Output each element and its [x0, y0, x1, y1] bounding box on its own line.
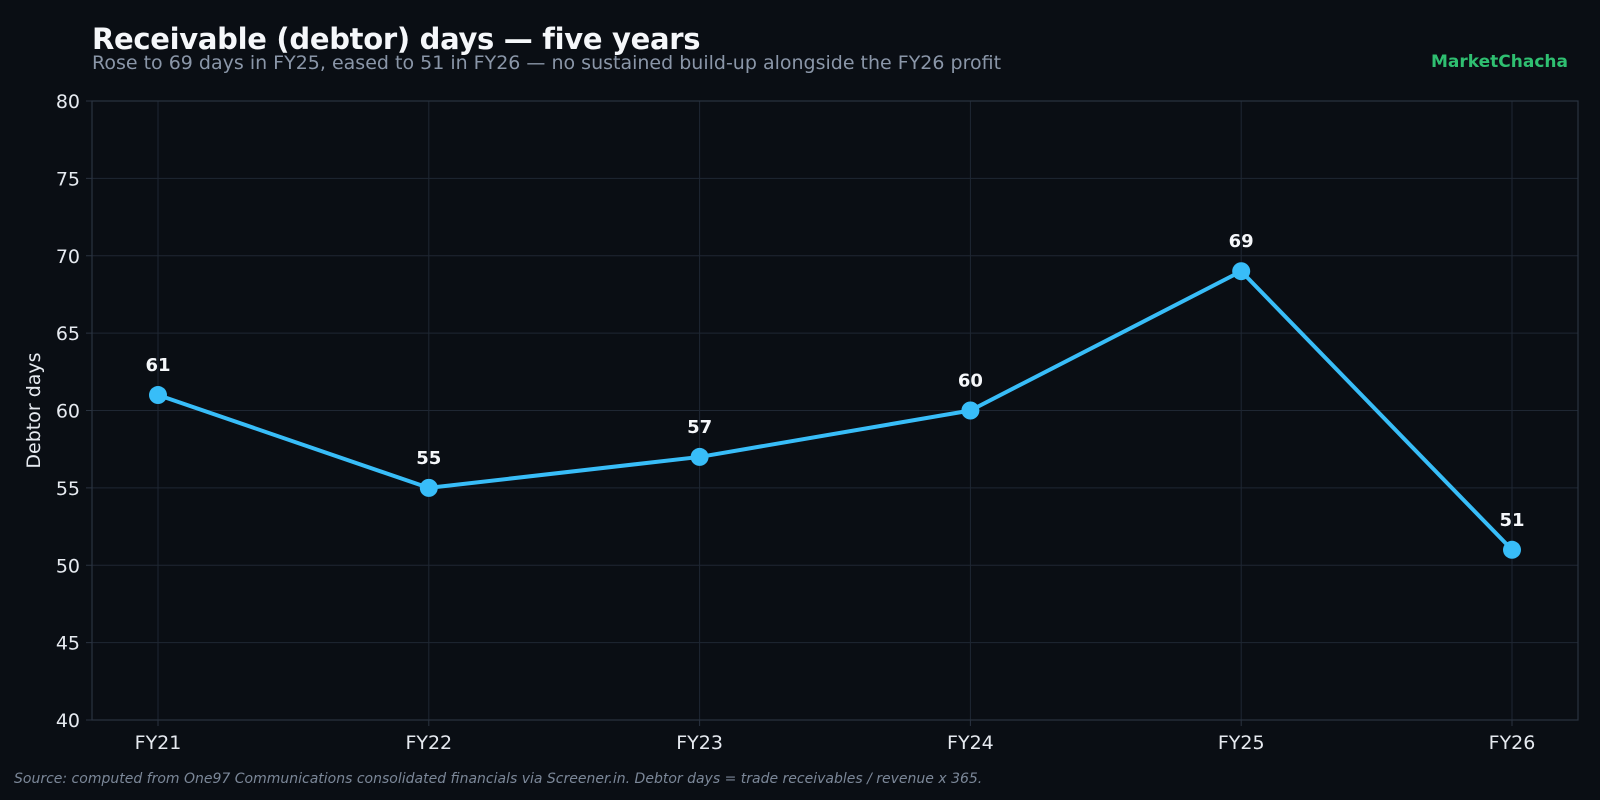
y-axis-label: Debtor days	[23, 352, 45, 468]
data-point-fy23	[690, 447, 709, 466]
brand-logo-text: MarketChacha	[1431, 52, 1568, 72]
data-label-fy26: 51	[1499, 510, 1524, 531]
y-tick-label: 55	[56, 478, 80, 500]
y-tick-label: 75	[56, 168, 80, 190]
y-tick-label: 80	[56, 91, 80, 113]
series-line	[156, 269, 1514, 552]
y-tick-label: 60	[56, 401, 80, 423]
data-point-fy22	[419, 478, 438, 497]
data-label-fy22: 55	[416, 448, 441, 469]
data-point-fy26	[1503, 540, 1521, 559]
data-label-fy21: 61	[145, 355, 170, 376]
data-label-fy25: 69	[1229, 231, 1254, 252]
x-tick-label: FY24	[947, 732, 994, 754]
data-labels: 61 55 57 60 69 51	[145, 231, 1524, 531]
data-label-fy23: 57	[687, 417, 712, 438]
grid-lines	[92, 100, 1578, 721]
plot-frame	[91, 100, 1579, 721]
series-debtor-days	[149, 262, 1521, 559]
chart-subtitle: Rose to 69 days in FY25, eased to 51 in …	[92, 52, 1002, 74]
x-tick-label: FY25	[1218, 732, 1265, 754]
y-tick-label: 40	[56, 710, 80, 732]
x-tick-label: FY23	[676, 732, 723, 754]
y-tick-label: 50	[56, 555, 80, 577]
data-label-fy24: 60	[958, 371, 983, 392]
data-point-fy25	[1232, 262, 1251, 281]
chart-title: Receivable (debtor) days — five years	[92, 22, 701, 56]
axes: 40 45 50 55 60 65 70 75 80 FY21 FY22 FY23 FY24 FY25 FY…	[23, 91, 1579, 754]
y-tick-label: 45	[56, 633, 80, 655]
y-tick-label: 70	[56, 246, 80, 268]
data-point-fy24	[961, 401, 980, 420]
x-tick-label: FY26	[1489, 732, 1536, 754]
data-point-fy21	[149, 386, 167, 405]
y-tick-label: 65	[56, 323, 80, 345]
source-note: Source: computed from One97 Communicatio…	[14, 771, 983, 787]
x-tick-label: FY22	[405, 732, 452, 754]
x-tick-label: FY21	[135, 732, 182, 754]
